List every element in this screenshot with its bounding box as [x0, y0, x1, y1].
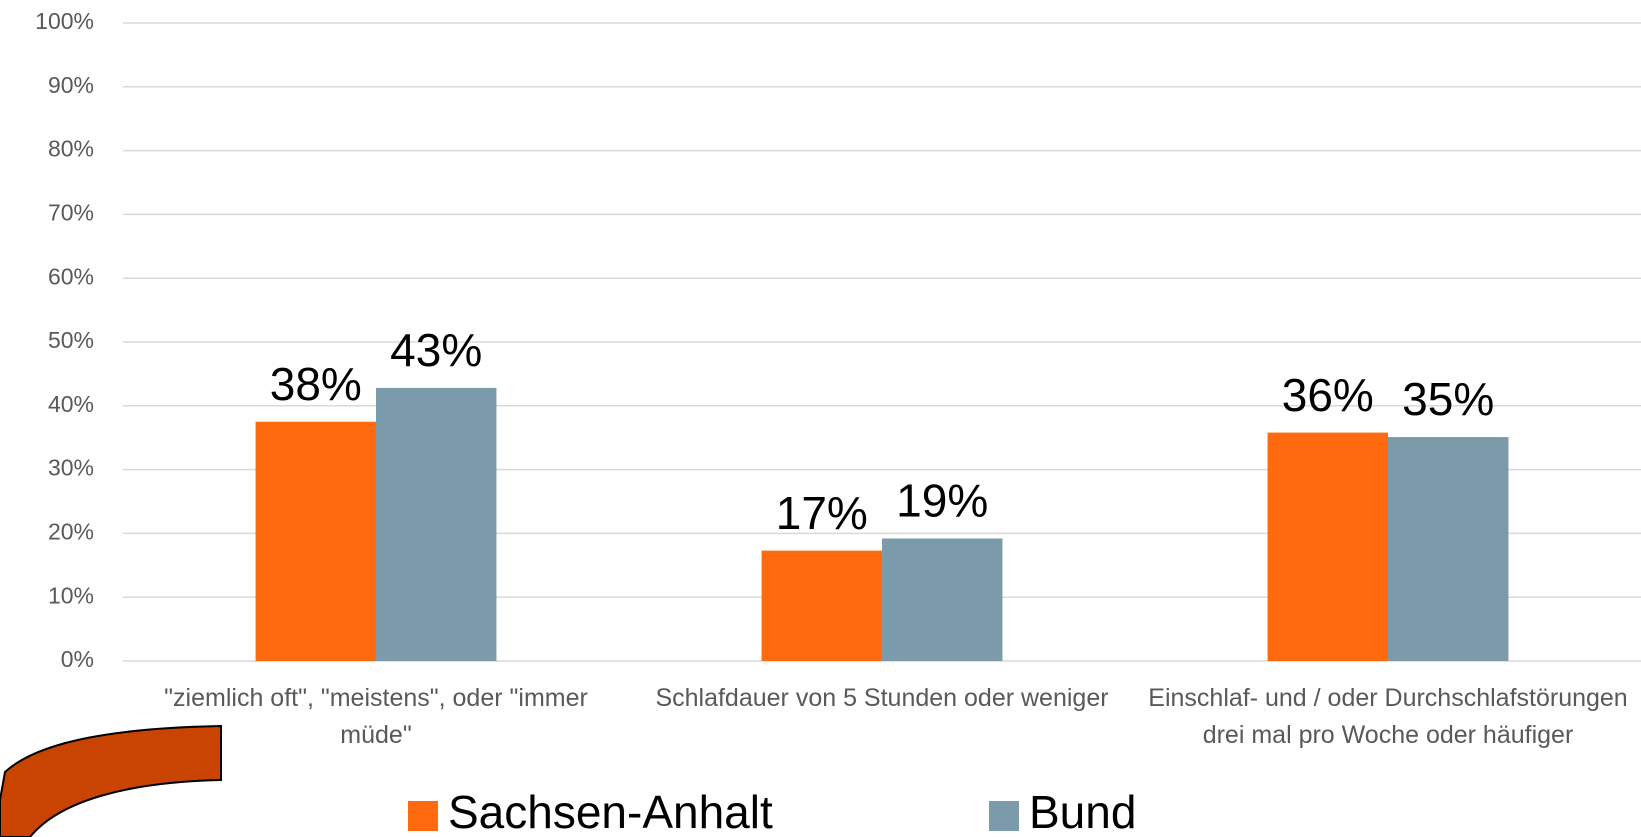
- x-tick-label: Schlafdauer von 5 Stunden oder weniger: [642, 680, 1122, 717]
- y-tick-label: 50%: [48, 327, 94, 353]
- y-tick-label: 60%: [48, 263, 94, 289]
- bar: [256, 422, 376, 661]
- legend-swatch: [408, 801, 438, 831]
- y-tick-label: 20%: [48, 518, 94, 544]
- x-tick-label: "ziemlich oft", "meistens", oder "immer …: [136, 680, 616, 754]
- y-tick-label: 30%: [48, 455, 94, 481]
- y-tick-label: 40%: [48, 391, 94, 417]
- bar: [882, 539, 1002, 661]
- bar: [376, 388, 496, 661]
- data-label: 17%: [776, 487, 868, 539]
- data-label: 43%: [390, 324, 482, 376]
- y-tick-label: 80%: [48, 136, 94, 162]
- data-label: 35%: [1402, 373, 1494, 425]
- y-tick-label: 70%: [48, 199, 94, 225]
- bar: [1268, 433, 1388, 661]
- bar: [1388, 437, 1508, 661]
- legend-swatch: [989, 801, 1019, 831]
- data-label: 36%: [1282, 369, 1374, 421]
- data-label: 19%: [896, 475, 988, 527]
- y-tick-label: 0%: [61, 646, 94, 672]
- legend-label: Sachsen-Anhalt: [448, 786, 773, 837]
- page: 0% 10% 20% 30% 40% 50% 60% 70% 80% 90% 100% 38% 43% 1…: [0, 0, 1641, 837]
- legend-label: Bund: [1029, 786, 1136, 837]
- y-tick-label: 100%: [35, 8, 94, 34]
- data-label: 38%: [270, 358, 362, 410]
- y-tick-label: 10%: [48, 582, 94, 608]
- y-tick-label: 90%: [48, 72, 94, 98]
- x-tick-label: Einschlaf- und / oder Durchschlafstörung…: [1148, 680, 1628, 754]
- bar: [762, 551, 882, 661]
